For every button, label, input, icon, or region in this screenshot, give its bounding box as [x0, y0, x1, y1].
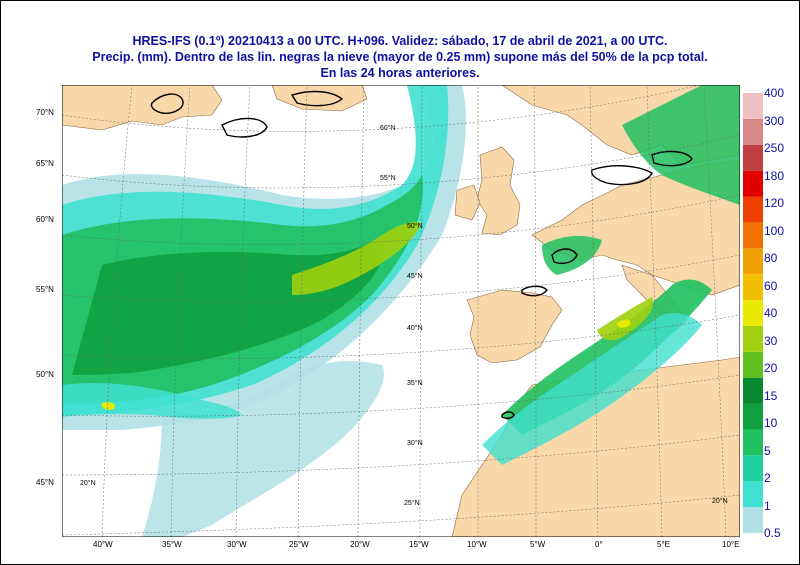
snow-contour-scandinavia-2: [651, 150, 693, 167]
colorbar-label-180: 180: [764, 168, 785, 183]
left-lat-45: 45°N: [36, 478, 54, 487]
inner-lat-50: 50°N: [407, 222, 423, 230]
colorbar-swatch-15: [743, 377, 763, 404]
colorbar-swatch-5: [743, 429, 763, 456]
colorbar-label-0.5: 0.5: [764, 526, 781, 540]
ireland-land: [454, 184, 481, 221]
graticule: [62, 85, 740, 537]
lon-30w: 30°W: [227, 540, 247, 549]
inner-lat-35: 35°N: [407, 379, 423, 387]
inner-lat-20-left: 20°N: [80, 479, 96, 487]
inner-lat-30: 30°N: [407, 439, 423, 447]
colorbar-label-400: 400: [764, 86, 785, 100]
snow-contour-greenland: [150, 93, 184, 114]
precip-streak-yellowgreen: [292, 222, 422, 295]
map-header: HRES-IFS (0.1º) 20210413 a 00 UTC. H+096…: [0, 33, 800, 81]
iberia-land: [466, 289, 563, 364]
colorbar-swatch-300: [743, 118, 763, 145]
snow-contour-scandinavia: [590, 165, 653, 186]
lon-5e: 5°E: [657, 540, 670, 549]
left-lat-55: 55°N: [36, 285, 54, 294]
colorbar-label-300: 300: [764, 113, 785, 128]
colorbar-swatch-20: [743, 351, 763, 378]
precip-iberia-core: [597, 297, 653, 341]
colorbar-label-30: 30: [764, 333, 778, 348]
title-line-1: HRES-IFS (0.1º) 20210413 a 00 UTC. H+096…: [132, 34, 668, 48]
snow-contour-alps: [551, 248, 578, 264]
colorbar-swatch-400: [743, 93, 763, 119]
lon-20w: 20°W: [350, 540, 370, 549]
snow-contour-greenland-2: [221, 117, 268, 138]
colorbar-label-2: 2: [764, 471, 771, 485]
precip-band-light-atlantic: [142, 361, 384, 537]
snow-contour-iceland: [290, 90, 344, 107]
title-line-2: Precip. (mm). Dentro de las lin. negras …: [92, 50, 708, 64]
colorbar-label-60: 60: [764, 278, 778, 293]
snow-contours: [150, 90, 693, 420]
colorbar-swatch-100: [743, 222, 763, 249]
colorbar-swatch-80: [743, 248, 763, 275]
lon-5w: 5°W: [530, 540, 546, 549]
colorbar-label-100: 100: [764, 223, 785, 238]
colorbar-swatch-120: [743, 196, 763, 223]
snow-contour-pyrenees: [521, 285, 548, 297]
precip-core-darkgreen: [72, 235, 384, 375]
colorbar-swatch-10: [743, 403, 763, 430]
greenland-land: [62, 85, 223, 131]
left-lat-60: 60°N: [36, 215, 54, 224]
colorbar-label-15: 15: [764, 388, 778, 403]
colorbar-label-80: 80: [764, 251, 778, 265]
precip-iberia-turquoise: [482, 313, 702, 465]
inner-lat-20-right: 20°N: [712, 497, 728, 505]
inner-lat-60: 60°N: [380, 124, 396, 132]
lon-35w: 35°W: [162, 540, 182, 549]
left-lat-70: 70°N: [36, 108, 54, 117]
colorbar-label-20: 20: [764, 361, 778, 375]
precipitation-map: 60°N 55°N 50°N 45°N 40°N 35°N 30°N 25°N …: [62, 85, 740, 537]
snow-contour-atlas: [501, 411, 515, 420]
precip-spot-atlantic-yellow: [101, 402, 116, 410]
colorbar-label-120: 120: [764, 196, 785, 210]
colorbar-label-40: 40: [764, 306, 778, 320]
left-lat-50: 50°N: [36, 370, 54, 379]
left-lat-65: 65°N: [36, 159, 54, 168]
lon-15w: 15°W: [409, 540, 429, 549]
colorbar-label-5: 5: [764, 443, 771, 458]
inner-lat-25: 25°N: [404, 499, 420, 507]
colorbar-swatch-1: [743, 481, 763, 508]
precip-colorbar: [743, 93, 763, 533]
colorbar-swatch-0.5: [743, 507, 763, 533]
precip-layer: [62, 85, 740, 537]
precip-alps: [542, 235, 602, 275]
colorbar-swatch-180: [743, 170, 763, 197]
title-line-3: En las 24 horas anteriores.: [320, 66, 480, 80]
lon-0: 0°: [595, 540, 603, 549]
colorbar-label-1: 1: [764, 498, 771, 513]
inner-lat-55: 55°N: [380, 174, 396, 182]
colorbar-swatch-2: [743, 455, 763, 482]
lon-10w: 10°W: [467, 540, 487, 549]
iceland-land: [271, 85, 368, 112]
precip-iberia-yellow: [617, 319, 631, 328]
colorbar-label-10: 10: [764, 416, 778, 430]
inner-lat-45: 45°N: [407, 272, 423, 280]
colorbar-swatch-250: [743, 144, 763, 171]
colorbar-swatch-60: [743, 274, 763, 301]
precip-band-atlantic-south: [62, 383, 242, 419]
inner-lat-labels: 60°N 55°N 50°N 45°N 40°N 35°N 30°N 25°N …: [80, 124, 728, 507]
lon-25w: 25°W: [289, 540, 309, 549]
colorbar-swatch-30: [743, 325, 763, 352]
lon-40w: 40°W: [93, 540, 113, 549]
inner-lat-40: 40°N: [407, 324, 423, 332]
lon-10e: 10°E: [722, 540, 740, 549]
colorbar-swatch-40: [743, 300, 763, 326]
precip-scandinavia: [622, 85, 740, 205]
colorbar-label-250: 250: [764, 141, 785, 155]
